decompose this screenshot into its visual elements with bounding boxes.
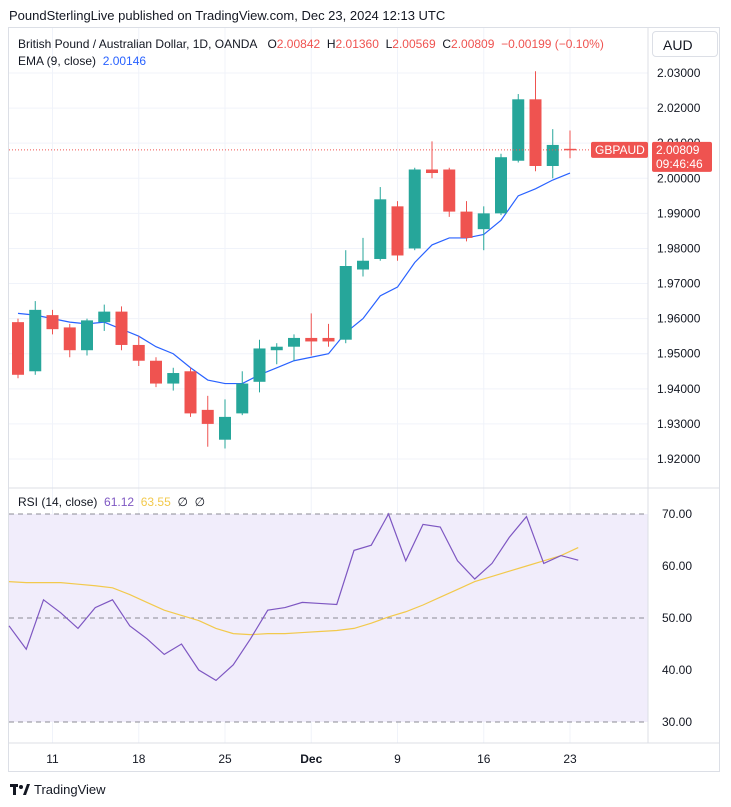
candle-body [63,327,76,351]
candle-body [219,416,231,440]
candle-body [546,144,559,166]
candle-body [426,169,438,174]
rsi-label: RSI (14, close) [18,495,98,509]
time-axis-label: Dec [300,752,322,766]
candles-group [12,71,576,449]
candle-body [357,260,369,270]
symbol-title: British Pound / Australian Dollar, 1D, O… [18,37,258,51]
currency-selector[interactable]: AUD [652,31,718,57]
empty-set-icon-1: ∅ [177,495,188,509]
candle-body [512,99,525,161]
rsi-band-background [9,513,648,723]
candle-body [253,348,266,382]
rsi-axis-label: 60.00 [662,559,692,573]
change-value: −0.00199 (−0.10%) [501,37,604,51]
footer-brand-text: TradingView [34,782,106,797]
symbol-tag-text: GBPAUD [595,143,645,157]
time-axis-label: 18 [132,752,146,766]
low-label: L [385,37,393,51]
candle-body [81,320,93,351]
candle-body [150,360,162,384]
candle-body [167,373,180,384]
rsi-ma-line [8,546,579,636]
rsi-axis-label: 30.00 [662,715,692,729]
price-axis-label: 2.02000 [657,101,701,115]
candle-body [339,266,352,340]
candle-body [201,409,214,424]
time-axis-label: 23 [563,752,577,766]
time-axis-label: 25 [218,752,232,766]
candle-body [477,213,490,230]
price-axis-label: 1.96000 [657,312,701,326]
high-value: 2.01360 [335,37,379,51]
candle-body [29,309,42,372]
candle-body [115,311,128,345]
high-label: H [326,37,336,51]
price-axis-label: 1.95000 [657,347,701,361]
chart-frame [8,27,720,772]
candle-body [408,169,421,249]
candle-body [374,199,387,259]
candle-body [184,371,197,414]
close-value: 2.00809 [451,37,495,51]
ema-value: 2.00146 [102,54,147,68]
price-tag-bg [652,141,712,172]
open-value: 2.00842 [276,37,321,51]
rsi-axis-label: 70.00 [662,507,692,521]
time-axis-label: 11 [46,752,59,766]
time-axis-label: 9 [394,752,401,766]
tradingview-logo-icon [10,783,30,795]
candle-body [322,337,335,342]
candle-body [12,322,24,375]
price-tag-countdown: 09:46:46 [656,157,703,171]
price-axis-label: 1.98000 [657,241,701,255]
candle-body [132,344,145,361]
price-axis-label: 1.97000 [657,277,701,291]
footer-branding[interactable]: TradingView [10,782,106,797]
symbol-tag-bg [591,141,648,158]
price-axis-label: 1.99000 [657,206,701,220]
low-value: 2.00569 [392,37,436,51]
candle-body [270,346,283,351]
rsi-ma-value: 63.55 [140,495,171,509]
price-axis-label: 2.00000 [657,171,701,185]
candle-body [46,315,59,330]
candle-body [98,311,111,323]
rsi-lines-group [8,512,579,682]
rsi-axis-label: 40.00 [662,663,692,677]
candle-body [236,383,249,414]
ema-label: EMA (9, close) [18,54,97,68]
candle-body [391,206,404,256]
candle-body [305,337,318,342]
main-legend: British Pound / Australian Dollar, 1D, O… [18,36,604,70]
candle-body [443,169,456,212]
rsi-line [8,512,579,682]
rsi-legend: RSI (14, close) 61.12 63.55 ∅ ∅ [18,495,205,509]
candle-body [460,211,473,238]
candle-body [495,157,507,214]
price-axis-label: 1.92000 [657,452,701,466]
candle-body [288,337,300,347]
rsi-axis-label: 50.00 [662,611,692,625]
empty-set-icon-2: ∅ [194,495,206,509]
price-axis-label: 1.94000 [657,382,701,396]
candle-body [529,99,542,166]
price-axis-label: 1.93000 [657,417,701,431]
open-label: O [267,37,277,51]
rsi-value: 61.12 [104,495,135,509]
price-tag-value: 2.00809 [656,143,700,157]
time-axis-label: 16 [477,752,491,766]
publish-header: PoundSterlingLive published on TradingVi… [9,8,446,23]
price-axis-label: 2.03000 [657,66,701,80]
close-label: C [442,37,452,51]
